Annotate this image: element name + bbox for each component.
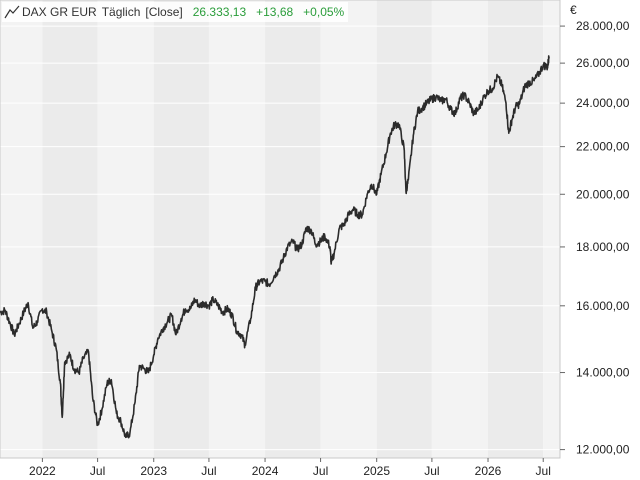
x-tick-label: 2024	[252, 464, 279, 478]
y-axis: 12.000,00 14.000,00 16.000,00 18.000,00 20.0…	[560, 19, 630, 457]
price-line	[0, 55, 550, 439]
x-tick-label: Jul	[424, 464, 439, 478]
price-type-label: [Close]	[145, 5, 183, 19]
y-axis-unit: €	[570, 3, 577, 17]
period-band	[488, 0, 544, 458]
period-band	[376, 0, 432, 458]
y-tick-label: 22.000,00	[576, 140, 630, 154]
y-tick-label: 26.000,00	[576, 56, 630, 70]
y-tick-label: 12.000,00	[576, 443, 630, 457]
chart-gridlines	[0, 25, 560, 451]
y-tick-label: 28.000,00	[576, 19, 630, 33]
y-tick-label: 20.000,00	[576, 187, 630, 201]
price-change: +13,68	[256, 5, 294, 19]
chart-legend: DAX GR EUR Täglich [Close] 26.333,13 +13…	[2, 2, 349, 22]
x-axis: 2022 Jul 2023 Jul 2024 Jul 2025 Jul 2026 Jul	[29, 458, 551, 478]
price-change-percent: +0,05%	[303, 5, 345, 19]
x-tick-label: Jul	[201, 464, 216, 478]
period-band	[0, 0, 43, 458]
x-tick-label: 2025	[363, 464, 390, 478]
y-tick-label: 14.000,00	[576, 366, 630, 380]
price-series	[0, 55, 550, 439]
period-band	[543, 0, 560, 458]
x-tick-label: 2023	[140, 464, 167, 478]
last-price: 26.333,13	[192, 5, 247, 19]
chart-period-bands	[0, 0, 560, 458]
period-band	[320, 0, 377, 458]
instrument-name: DAX GR EUR	[22, 5, 97, 19]
line-chart-icon	[4, 5, 20, 19]
period-band	[265, 0, 321, 458]
period-band	[153, 0, 209, 458]
interval-label: Täglich	[101, 5, 141, 19]
x-tick-label: Jul	[90, 464, 105, 478]
x-tick-label: 2026	[475, 464, 502, 478]
y-tick-label: 18.000,00	[576, 240, 630, 254]
plot-area-border	[0, 0, 561, 459]
x-tick-label: Jul	[536, 464, 551, 478]
period-band	[208, 0, 266, 458]
y-tick-label: 24.000,00	[576, 96, 630, 110]
period-band	[42, 0, 98, 458]
x-tick-label: Jul	[313, 464, 328, 478]
period-band	[431, 0, 489, 458]
x-tick-label: 2022	[29, 464, 56, 478]
y-tick-label: 16.000,00	[576, 299, 630, 313]
